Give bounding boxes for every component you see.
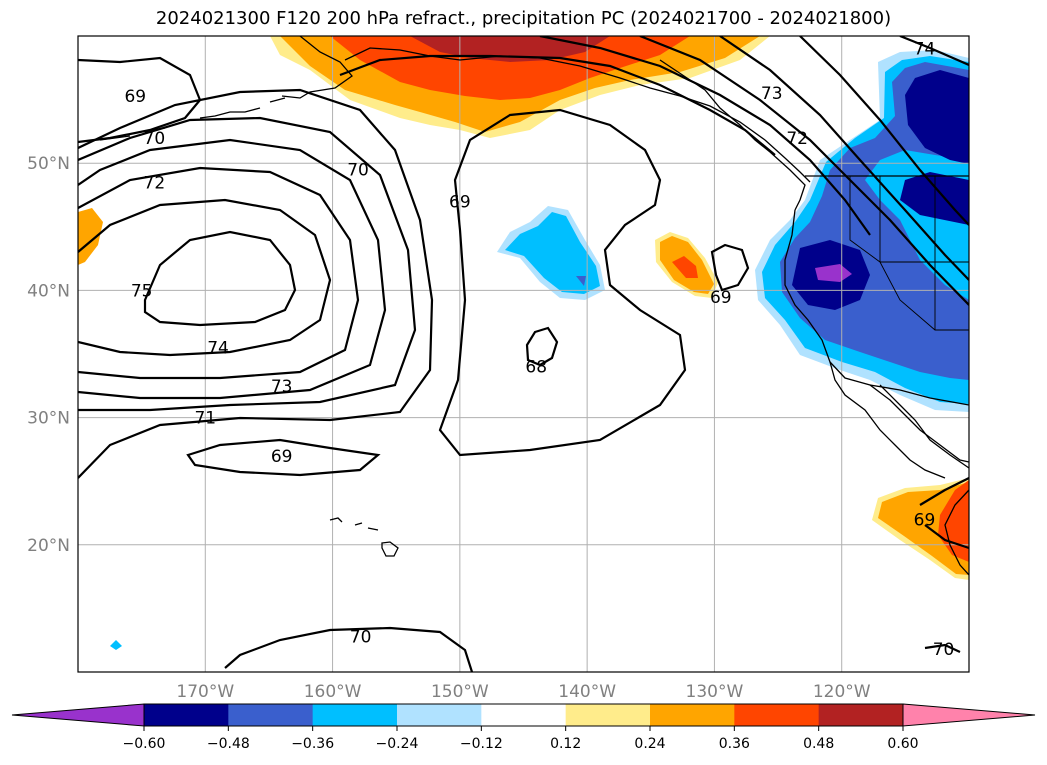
precip-negative-westcoast-7 [815,264,852,282]
colorbar-tick-label-5: 0.12 [550,736,581,752]
coastline-westcoast [784,209,969,463]
contour-74-top [899,36,969,67]
contour-70-west [78,88,434,479]
lon-tick-label-0: 170°W [176,682,234,702]
contour-label-14: 74 [914,40,936,60]
contour-72-northeast [639,36,969,306]
lon-tick-label-1: 160°W [304,682,362,702]
contour-69-ocean [438,108,687,457]
precip-negative-midocean-3 [576,276,586,286]
coastline-bc [659,59,806,211]
contour-69-west [78,56,202,144]
contour-label-2: 72 [144,173,166,193]
contour-label-15: 69 [914,510,936,530]
contour-68 [525,326,559,367]
coastline-mexico [944,489,969,576]
colorbar-extend-low [11,703,145,727]
graticule [78,36,969,672]
lon-tick-label-3: 140°W [558,682,616,702]
refractivity-contours [78,36,969,672]
colorbar-bin-0 [144,704,229,726]
precip-negative-midocean-2 [505,212,600,294]
contour-label-4: 74 [207,339,229,359]
contour-72 [78,138,387,400]
contour-70-southeast [924,643,961,653]
contour-75 [143,230,297,327]
map-area: 69 70 72 75 74 73 71 69 70 69 68 69 73 72 74 69 70 70 [78,36,969,672]
contour-label-10: 68 [525,358,547,378]
colorbar-bin-8 [818,704,904,726]
lon-tick-label-2: 150°W [431,682,489,702]
contour-label-17: 70 [933,640,955,660]
lat-tick-label-2: 30°N [27,409,70,429]
contour-70-northeast [339,54,776,156]
contour-69-blob [710,243,750,292]
colorbar-bin-5 [565,704,651,726]
contour-label-5: 73 [271,377,293,397]
colorbar-bin-2 [312,704,398,726]
contour-74-northeast [799,36,969,226]
contour-label-11: 69 [710,288,732,308]
lon-tick-label-4: 130°W [686,682,744,702]
contour-label-12: 73 [761,84,783,104]
precip-positive-alaska-3 [330,36,690,100]
colorbar-tick-label-9: 0.60 [887,736,918,752]
contour-label-7: 69 [271,447,293,467]
colorbar-tick-label-2: −0.36 [291,736,334,752]
coastline-baja [829,361,946,479]
precip-positive-west-edge [78,208,103,265]
colorbar-bin-3 [397,704,482,726]
contour-label-8: 70 [347,161,369,181]
contour-label-9: 69 [449,192,471,212]
contour-label-16: 70 [350,627,372,647]
precip-negative-spot [110,640,122,650]
map-frame [77,35,970,673]
contour-69-mid [186,438,381,477]
latitude-axis: 50°N 40°N 30°N 20°N [27,154,70,556]
colorbar-tick-label-8: 0.48 [803,736,834,752]
colorbar-tick-label-3: −0.24 [376,736,419,752]
contour-labels: 69 70 72 75 74 73 71 69 70 69 68 69 73 72 74 69 70 70 [124,40,955,660]
lat-tick-label-1: 40°N [27,281,70,301]
colorbar-extend-high [902,703,1036,727]
state-borders [849,176,969,331]
colorbar-tick-label-1: −0.48 [207,736,250,752]
colorbar-bin-6 [650,704,735,726]
precip-positive-mexico-3 [938,480,969,562]
precip-positive-midocean-3 [672,256,698,278]
contour-label-1: 70 [144,129,166,149]
precip-negative-westcoast-5 [900,172,969,225]
contour-73 [78,166,360,380]
colorbar-tick-label-7: 0.36 [719,736,750,752]
contour-71-northeast [539,36,871,236]
longitude-axis: 170°W 160°W 150°W 140°W 130°W 120°W [176,682,870,702]
contour-73-northeast [719,36,969,281]
contour-label-6: 71 [194,409,216,429]
colorbar-tick-label-6: 0.24 [634,736,665,752]
lon-tick-label-5: 120°W [813,682,871,702]
contour-label-0: 69 [124,87,146,107]
contour-69-big [224,626,474,672]
colorbar: −0.60 −0.48 −0.36 −0.24 −0.12 0.12 0.24 0.36 0.4… [11,703,1036,752]
contour-label-13: 72 [786,129,808,149]
coastline-alaska [281,36,811,183]
border-us-mexico [869,384,969,406]
contour-69-mexico [919,477,969,550]
lat-tick-label-0: 50°N [27,154,70,174]
colorbar-bin-7 [734,704,820,726]
colorbar-tick-label-0: −0.60 [123,736,166,752]
coastline-gulf-california [879,384,969,469]
colorbar-bin-4 [481,704,567,726]
map-title: 2024021300 F120 200 hPa refract., precip… [155,8,892,29]
contour-74 [78,198,332,357]
contour-label-3: 75 [131,281,153,301]
colorbar-tick-label-4: −0.12 [460,736,503,752]
contour-71 [78,116,417,412]
lat-tick-label-3: 20°N [27,536,70,556]
precip-negative-westcoast-4 [905,70,969,164]
coastline-hawaii [329,517,399,557]
colorbar-bin-1 [228,704,314,726]
colorbar-frame [143,703,904,727]
